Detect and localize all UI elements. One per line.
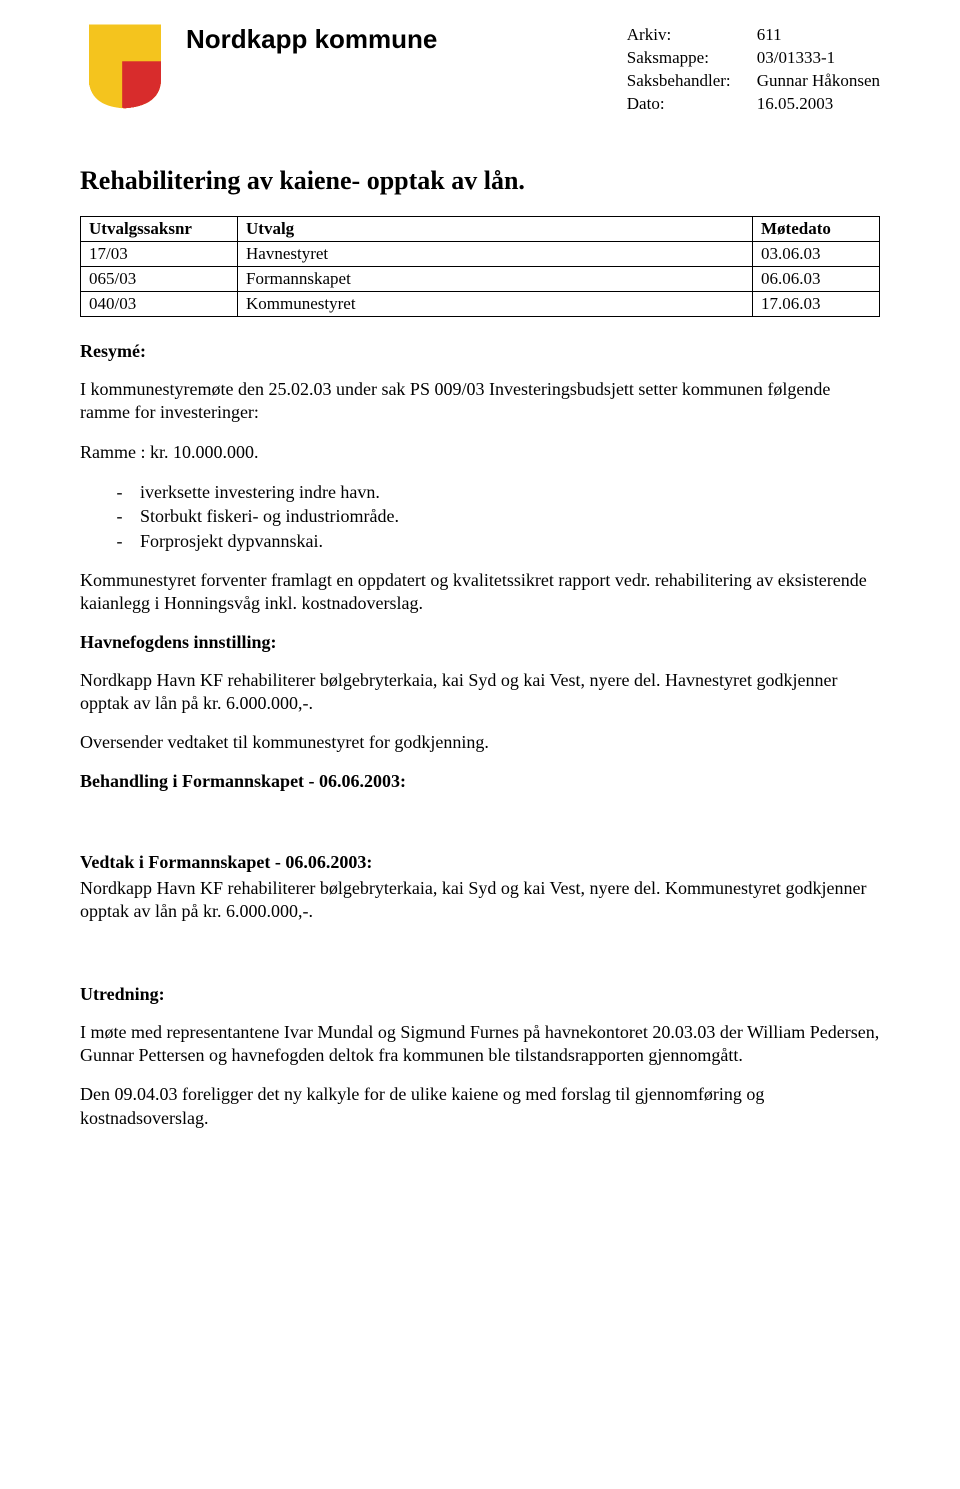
behandling-heading: Behandling i Formannskapet - 06.06.2003: [80,771,880,792]
table-row: 065/03 Formannskapet 06.06.03 [81,266,880,291]
cell: Kommunestyret [238,291,753,316]
list-item: Forprosjekt dypvannskai. [136,529,880,553]
havnefogden-p2: Oversender vedtaket til kommunestyret fo… [80,731,880,754]
col-utvalgssaksnr: Utvalgssaksnr [81,216,238,241]
arkiv-value: 611 [757,24,782,47]
utredning-p1: I møte med representantene Ivar Mundal o… [80,1021,880,1068]
header-row: Nordkapp kommune Arkiv: 611 Saksmappe: 0… [80,20,880,116]
org-name: Nordkapp kommune [186,20,611,55]
cell: 065/03 [81,266,238,291]
col-utvalg: Utvalg [238,216,753,241]
document-page: Nordkapp kommune Arkiv: 611 Saksmappe: 0… [0,0,960,1186]
saksbehandler-label: Saksbehandler: [627,70,757,93]
havnefogden-p1: Nordkapp Havn KF rehabiliterer bølgebryt… [80,669,880,716]
cell: 06.06.03 [753,266,880,291]
col-motedato: Møtedato [753,216,880,241]
metadata-block: Arkiv: 611 Saksmappe: 03/01333-1 Saksbeh… [627,20,880,116]
resyme-p1: I kommunestyremøte den 25.02.03 under sa… [80,378,880,425]
saksmappe-label: Saksmappe: [627,47,757,70]
list-item: Storbukt fiskeri- og industriområde. [136,504,880,528]
arkiv-label: Arkiv: [627,24,757,47]
cell: 040/03 [81,291,238,316]
document-title: Rehabilitering av kaiene- opptak av lån. [80,166,880,196]
resyme-heading: Resymé: [80,341,880,362]
saksmappe-value: 03/01333-1 [757,47,835,70]
dato-label: Dato: [627,93,757,116]
cell: Formannskapet [238,266,753,291]
municipality-logo [80,20,170,110]
utredning-heading: Utredning: [80,984,880,1005]
cell: 17.06.03 [753,291,880,316]
vedtak-heading: Vedtak i Formannskapet - 06.06.2003: [80,852,880,873]
resyme-p3: Kommunestyret forventer framlagt en oppd… [80,569,880,616]
saksbehandler-value: Gunnar Håkonsen [757,70,880,93]
investment-bullets: iverksette investering indre havn. Storb… [80,480,880,553]
table-row: 17/03 Havnestyret 03.06.03 [81,241,880,266]
table-header-row: Utvalgssaksnr Utvalg Møtedato [81,216,880,241]
cell: 03.06.03 [753,241,880,266]
utvalg-table: Utvalgssaksnr Utvalg Møtedato 17/03 Havn… [80,216,880,317]
dato-value: 16.05.2003 [757,93,834,116]
cell: Havnestyret [238,241,753,266]
cell: 17/03 [81,241,238,266]
utredning-p2: Den 09.04.03 foreligger det ny kalkyle f… [80,1083,880,1130]
table-row: 040/03 Kommunestyret 17.06.03 [81,291,880,316]
vedtak-p1: Nordkapp Havn KF rehabiliterer bølgebryt… [80,877,880,924]
havnefogden-heading: Havnefogdens innstilling: [80,632,880,653]
list-item: iverksette investering indre havn. [136,480,880,504]
resyme-p2: Ramme : kr. 10.000.000. [80,441,880,464]
